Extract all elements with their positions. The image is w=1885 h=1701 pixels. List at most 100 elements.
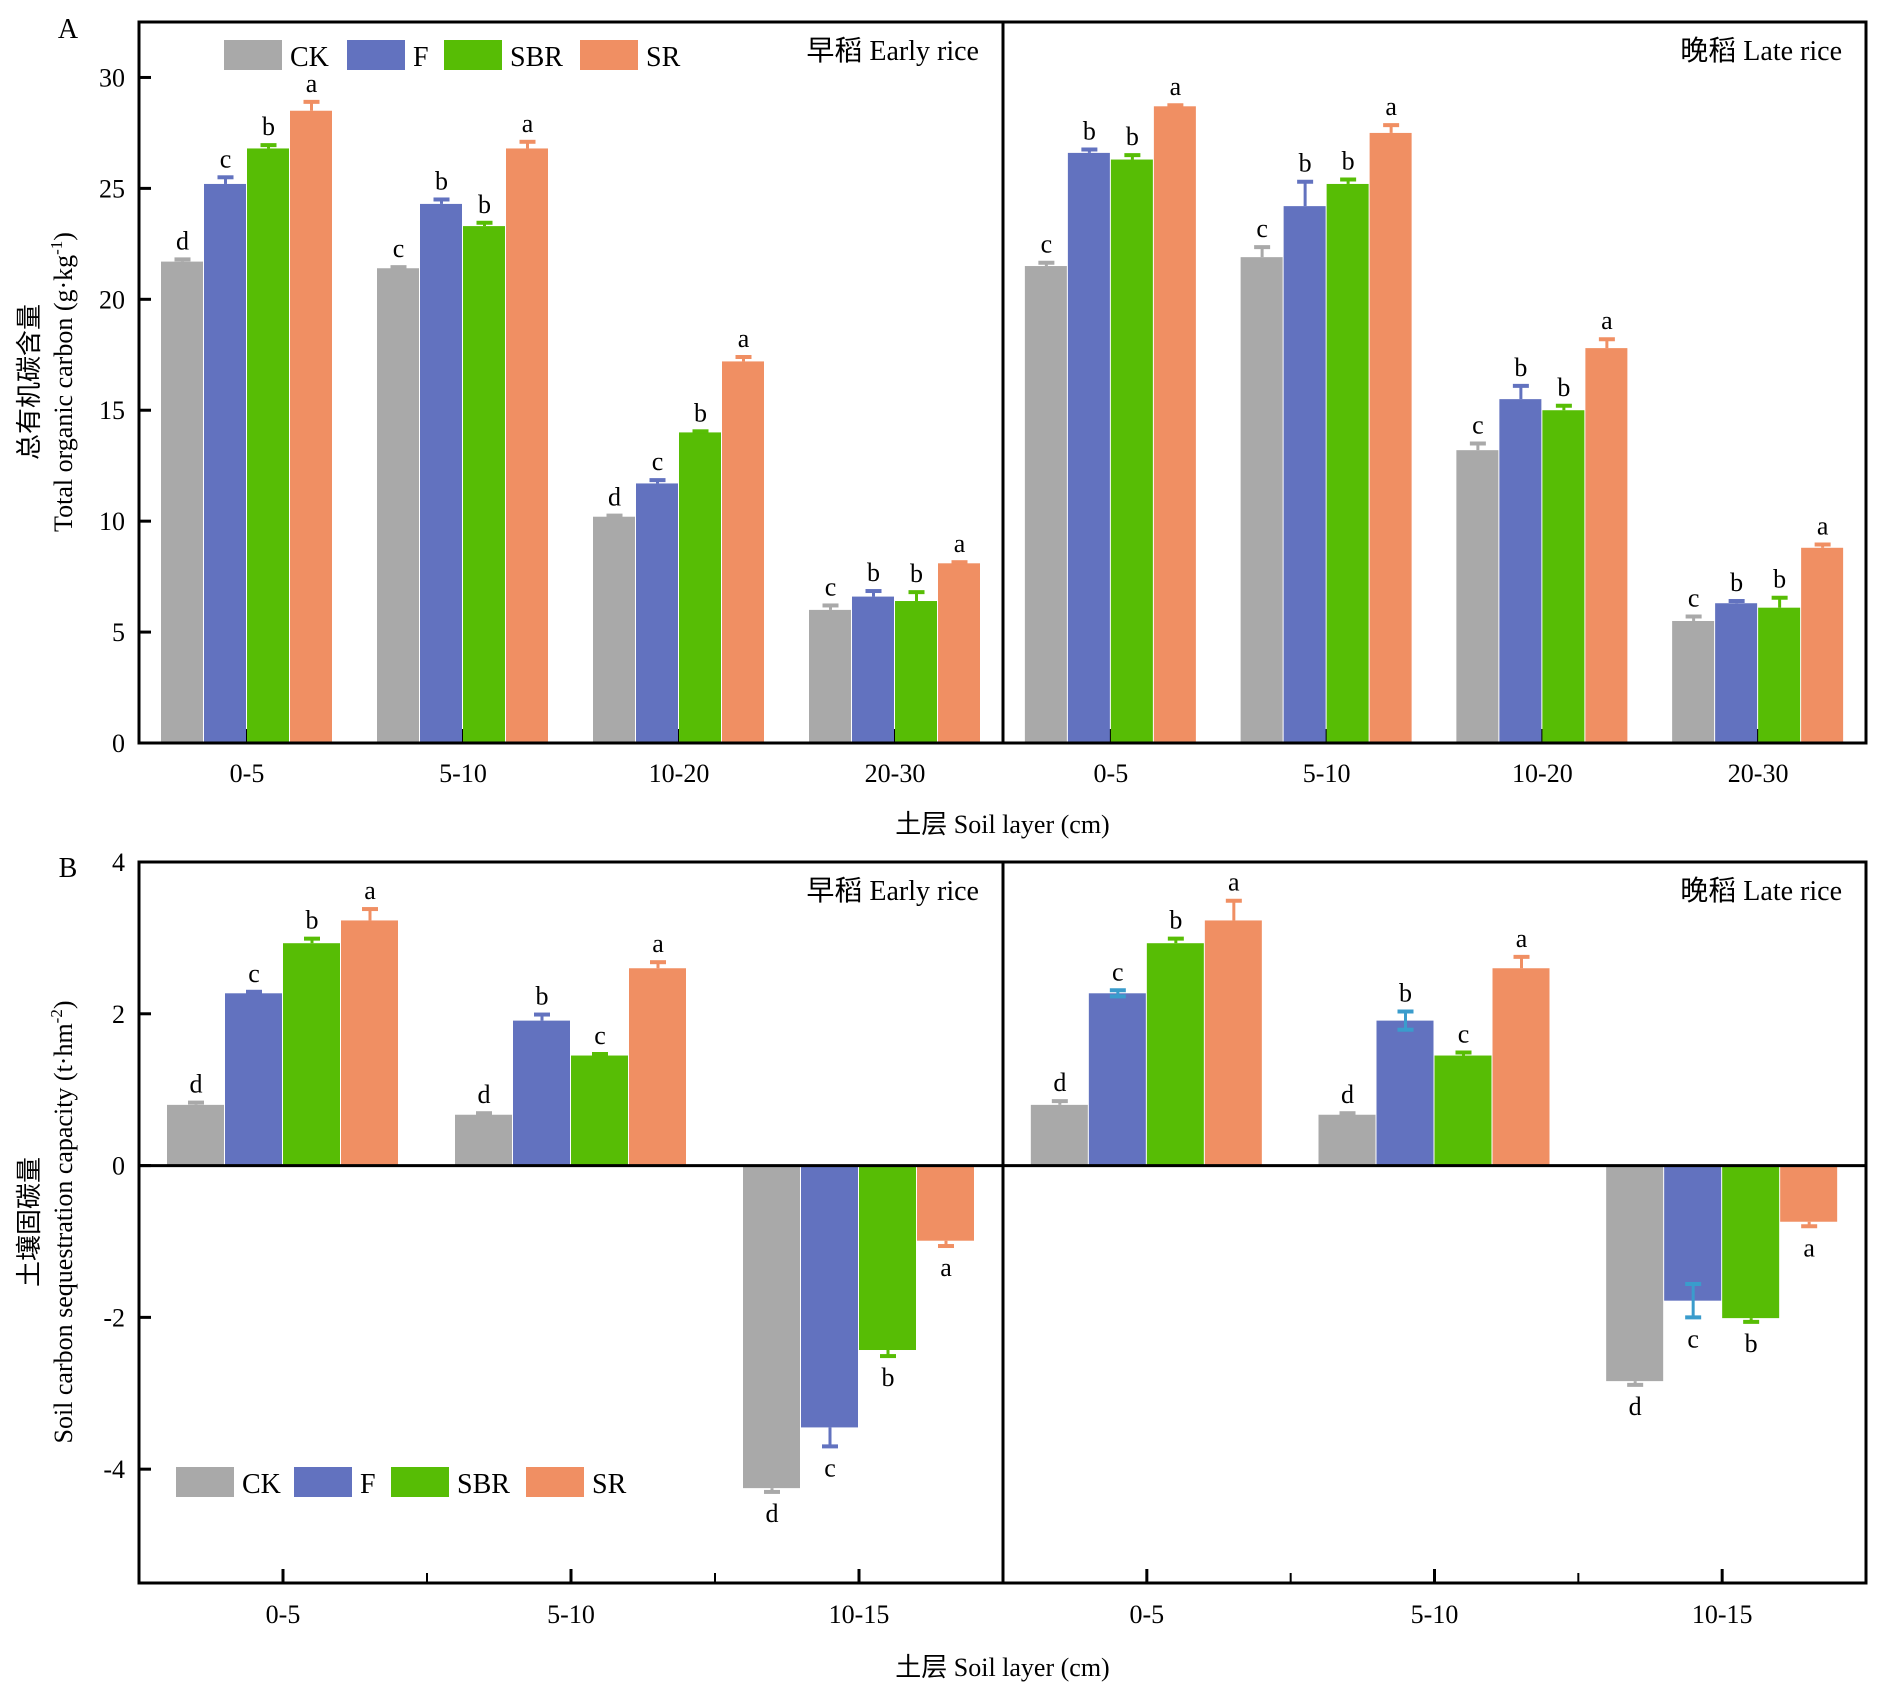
x-tick-label: 10-15 (829, 1600, 890, 1629)
x-axis-title: 土层 Soil layer (cm) (895, 1653, 1109, 1682)
y-tick-label: 20 (99, 285, 125, 314)
x-tick-label: 5-10 (439, 759, 487, 788)
y-axis-title-en: Total organic carbon (g·kg-1) (47, 232, 78, 532)
legend-swatch-sr (526, 1467, 584, 1497)
y-tick-label: 15 (99, 396, 125, 425)
x-tick-label: 5-10 (1303, 759, 1351, 788)
x-tick-label: 10-20 (649, 759, 710, 788)
bar-sr (917, 1165, 974, 1241)
significance-letter: c (1041, 230, 1053, 259)
significance-letter: b (1342, 147, 1355, 176)
bar-ck (455, 1114, 512, 1166)
bar-sbr (679, 432, 721, 743)
legend-swatch-f (347, 40, 405, 70)
bar-f (1376, 1020, 1434, 1166)
significance-letter: c (825, 572, 837, 601)
y-tick-label: -4 (103, 1455, 125, 1484)
y-tick-label: 25 (99, 174, 125, 203)
legend-label-sr: SR (646, 42, 681, 73)
significance-letter: a (652, 929, 664, 958)
bar-ck (1030, 1104, 1088, 1166)
y-axis-title-cn: 总有机碳含量 (15, 304, 44, 460)
bar-sbr (247, 148, 289, 744)
significance-letter: b (262, 112, 275, 141)
bar-sbr (1758, 607, 1801, 743)
significance-letter: b (1169, 906, 1182, 935)
legend-swatch-ck (176, 1467, 234, 1497)
significance-letter: b (882, 1363, 895, 1392)
significance-letter: b (1299, 149, 1312, 178)
y-tick-label: 0 (112, 729, 125, 758)
bar-f (420, 203, 462, 744)
bar-sr (938, 563, 980, 743)
bar-f (801, 1165, 858, 1428)
legend-label-sbr: SBR (457, 1469, 510, 1500)
significance-letter: a (738, 324, 750, 353)
legend-label-ck: CK (290, 42, 329, 73)
x-tick-label: 0-5 (1129, 1600, 1164, 1629)
significance-letter: c (824, 1453, 836, 1482)
bar-ck (809, 609, 851, 743)
bar-sr (722, 361, 764, 743)
y-tick-label: 30 (99, 63, 125, 92)
bar-sr (1780, 1165, 1838, 1222)
significance-letter: a (1170, 72, 1182, 101)
y-tick-label: -2 (103, 1303, 125, 1332)
bar-f (1067, 152, 1110, 744)
significance-letter: d (1341, 1080, 1354, 1109)
y-axis-title-text: Total organic carbon (g·kg (49, 255, 78, 532)
significance-letter: b (1773, 565, 1786, 594)
significance-letter: a (306, 69, 318, 98)
significance-letter: b (306, 906, 319, 935)
significance-letter: a (1803, 1233, 1815, 1262)
y-tick-label: 10 (99, 507, 125, 536)
bar-sbr (283, 943, 340, 1166)
legend-label-sr: SR (592, 1469, 627, 1500)
bar-ck (161, 261, 203, 743)
significance-letter: d (608, 483, 621, 512)
subpanel-title: 早稻 Early rice (806, 875, 979, 907)
x-tick-label: 5-10 (1411, 1600, 1459, 1629)
significance-letter: b (1730, 568, 1743, 597)
significance-letter: c (594, 1021, 606, 1050)
bar-sbr (1434, 1055, 1492, 1166)
bar-sr (341, 920, 398, 1166)
y-axis-title-close: ) (49, 1000, 78, 1009)
y-axis-title-superscript: -2 (47, 1009, 66, 1023)
bar-f (1499, 399, 1542, 743)
y-tick-label: 4 (112, 848, 125, 877)
x-axis-title: 土层 Soil layer (cm) (895, 810, 1109, 839)
bar-sr (506, 148, 548, 744)
x-tick-label: 5-10 (547, 1600, 595, 1629)
significance-letter: b (1557, 373, 1570, 402)
significance-letter: a (1385, 92, 1397, 121)
bar-sbr (571, 1055, 628, 1166)
x-tick-label: 20-30 (865, 759, 926, 788)
significance-letter: a (954, 529, 966, 558)
subpanel-title: 早稻 Early rice (806, 35, 979, 67)
significance-letter: c (1688, 584, 1700, 613)
bar-sbr (1542, 410, 1585, 743)
bar-sbr (1146, 943, 1204, 1166)
bar-f (1664, 1165, 1722, 1301)
bar-sr (1153, 106, 1196, 744)
subpanel-title: 晚稻 Late rice (1680, 35, 1842, 67)
bar-ck (1240, 257, 1283, 743)
bar-sr (1801, 547, 1844, 743)
legend-swatch-sbr (391, 1467, 449, 1497)
significance-letter: a (1817, 511, 1829, 540)
significance-letter: b (1126, 122, 1139, 151)
bar-sbr (895, 601, 937, 743)
y-axis-title-cn: 土壤固碳量 (15, 1157, 44, 1287)
bar-sr (290, 110, 332, 743)
significance-letter: b (867, 558, 880, 587)
x-tick-label: 0-5 (1094, 759, 1129, 788)
bar-sr (1204, 920, 1262, 1166)
legend-label-f: F (360, 1469, 376, 1500)
x-tick-label: 10-15 (1692, 1600, 1753, 1629)
bar-f (1283, 206, 1326, 743)
bar-sbr (1326, 183, 1369, 743)
legend-label-sbr: SBR (510, 42, 563, 73)
significance-letter: a (1516, 924, 1528, 953)
bar-ck (1456, 450, 1499, 743)
